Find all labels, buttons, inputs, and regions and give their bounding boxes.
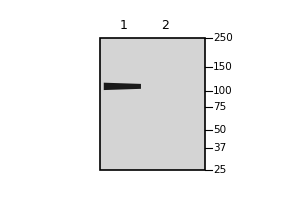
Text: 2: 2	[161, 19, 169, 32]
Text: 50: 50	[213, 125, 226, 135]
Text: 150: 150	[213, 62, 233, 72]
Text: 250: 250	[213, 33, 233, 43]
Text: 100: 100	[213, 86, 233, 96]
Text: 37: 37	[213, 143, 226, 153]
Bar	[100, 38, 205, 170]
Text: 25: 25	[213, 165, 226, 175]
Text: 75: 75	[213, 102, 226, 112]
Text: 1: 1	[120, 19, 128, 32]
Polygon shape	[104, 83, 141, 90]
